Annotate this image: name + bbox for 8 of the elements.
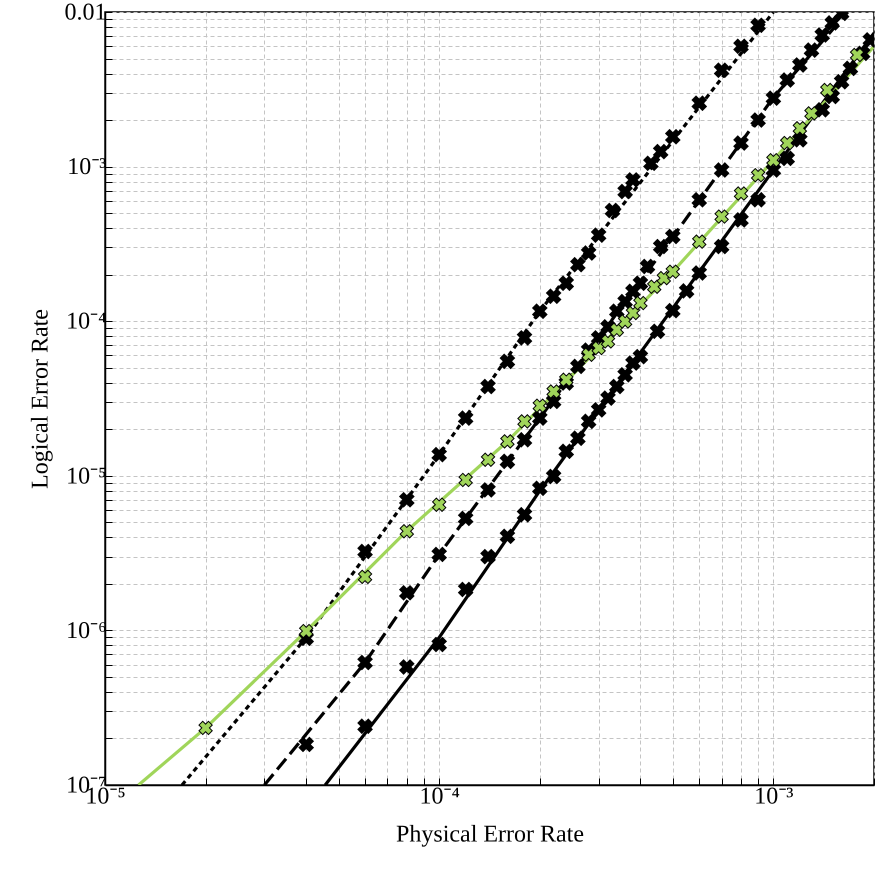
x-tick-label: 10⁻³ (754, 784, 794, 810)
y-tick-label: 10⁻⁵ (66, 463, 106, 490)
x-tick-label: 10⁻⁴ (420, 784, 460, 810)
y-tick-label: 0.01 (64, 0, 106, 26)
y-axis-title: Logical Error Rate (28, 309, 54, 489)
y-tick-label: 10⁻⁶ (66, 618, 106, 644)
y-tick-label: 10⁻⁴ (66, 308, 106, 335)
x-axis-title: Physical Error Rate (396, 822, 584, 848)
